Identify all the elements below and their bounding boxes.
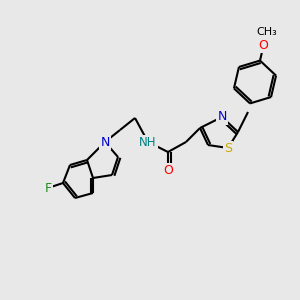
Text: N: N [217, 110, 227, 124]
Text: F: F [44, 182, 52, 194]
Text: NH: NH [139, 136, 157, 148]
Text: O: O [163, 164, 173, 176]
Text: S: S [224, 142, 232, 154]
Text: O: O [259, 40, 268, 52]
Text: CH₃: CH₃ [256, 27, 277, 37]
Text: N: N [100, 136, 110, 148]
